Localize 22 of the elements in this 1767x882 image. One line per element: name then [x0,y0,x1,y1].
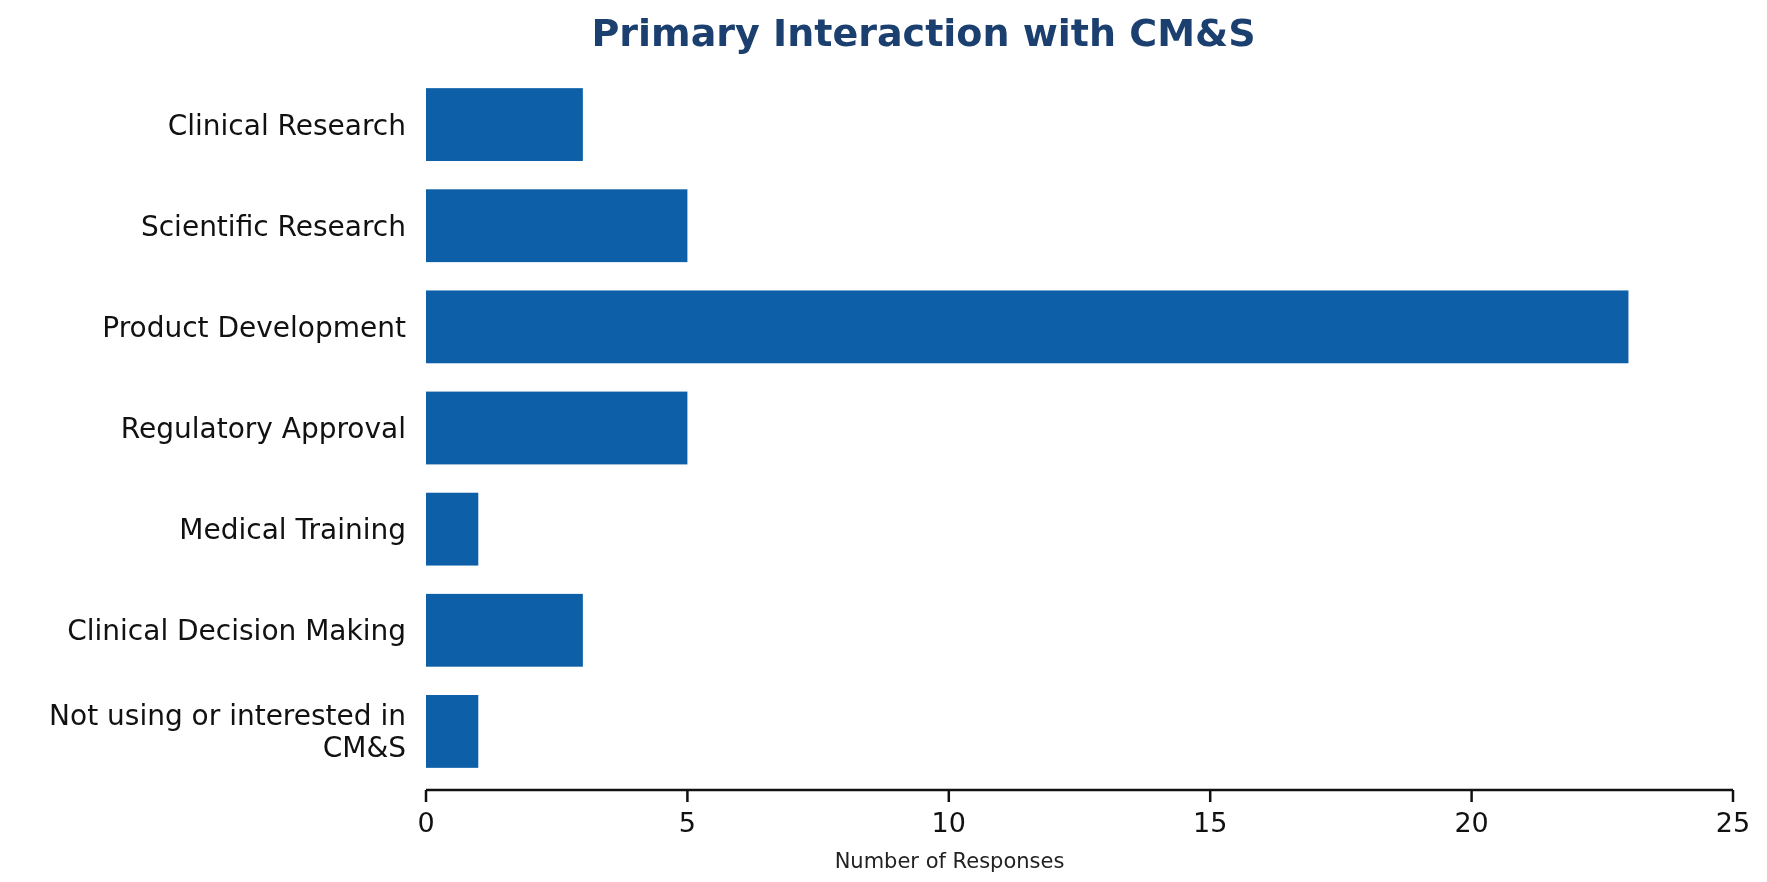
bar [426,593,583,667]
bar [426,189,688,263]
x-tick-label: 0 [417,807,435,838]
x-tick-label: 25 [1715,807,1751,838]
y-tick-label: Regulatory Approval [120,411,406,445]
y-tick-label: Medical Training [179,512,406,546]
y-tick-label: Not using or interested in CM&S [49,698,406,764]
bar [426,695,479,768]
x-tick-label: 15 [1193,807,1228,838]
bar [426,391,688,465]
x-tick-label: 20 [1454,807,1489,838]
bar [426,492,479,566]
y-tick-label: Product Development [102,310,407,344]
bar [426,290,1629,364]
x-axis-title: Number of Responses [834,849,1065,873]
bar [426,88,583,161]
x-tick-label: 10 [931,807,966,838]
y-tick-label: Scientific Research [140,209,406,243]
y-tick-label: Clinical Research [167,108,406,142]
y-tick-label: Clinical Decision Making [67,613,406,647]
x-tick-label: 5 [678,807,696,838]
chart-title: Primary Interaction with CM&S [591,11,1256,55]
